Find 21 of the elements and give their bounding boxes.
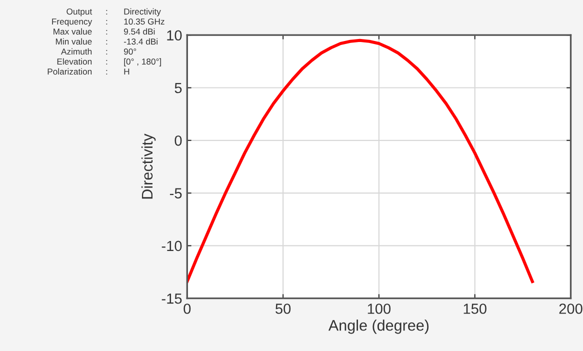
y-tick-label: -5 <box>170 188 182 198</box>
y-tick-label: 0 <box>174 136 182 146</box>
x-tick-label: 100 <box>368 304 391 314</box>
text: Frequency : 10.35 GHz <box>52 18 164 26</box>
text: Elevation : [0° , 180°] <box>57 58 161 66</box>
text: Output : Directivity <box>66 8 161 16</box>
y-tick-label: 10 <box>167 30 182 41</box>
x-tick-label: 0 <box>184 304 191 314</box>
y-tick-label: -15 <box>162 294 182 304</box>
x-tick-label: 200 <box>559 304 582 314</box>
x-tick-label: 150 <box>464 304 486 314</box>
x-axis-title: Angle (degree) <box>328 320 429 334</box>
y-tick-label: 5 <box>174 83 182 94</box>
y-tick-label: -10 <box>162 240 182 252</box>
y-axis-title: Directivity <box>141 134 156 199</box>
text: Polarization : H <box>48 68 130 75</box>
text: Min value : -13.4 dBi <box>56 38 158 45</box>
line-series <box>187 38 534 284</box>
x-tick-label: 50 <box>276 304 291 314</box>
text: Azimuth : 90° <box>61 48 136 55</box>
text: Max value : 9.54 dBi <box>54 28 155 35</box>
